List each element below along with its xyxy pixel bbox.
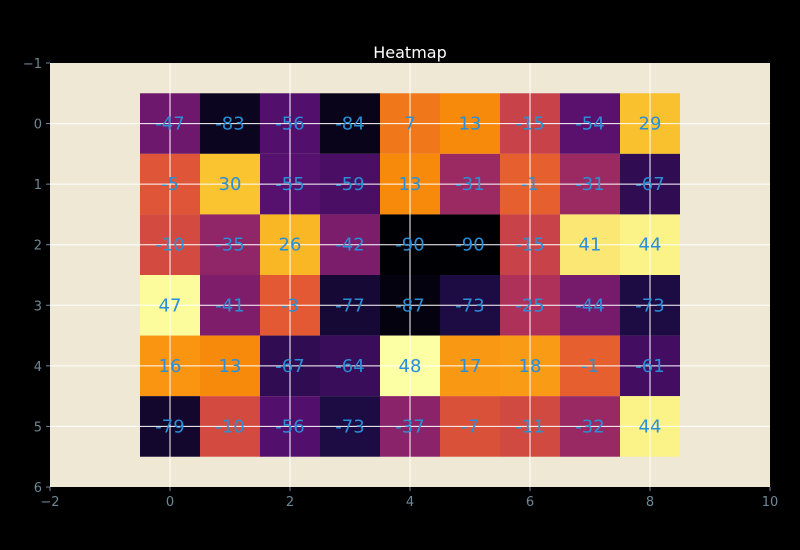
cell-value-label: 29 — [639, 114, 662, 135]
cell-value-label: -35 — [215, 235, 244, 256]
cell-value-label: -42 — [335, 235, 364, 256]
cell-value-label: 17 — [459, 356, 482, 377]
cell-value-label: -15 — [515, 114, 544, 135]
cell-value-label: -56 — [275, 114, 304, 135]
x-tick-label: 2 — [286, 495, 294, 510]
cell-value-label: -3 — [281, 295, 299, 316]
cell-value-label: -44 — [575, 295, 604, 316]
cell-value-label: -31 — [575, 174, 604, 195]
y-axis-ticks: −1 0 1 2 3 4 5 6 — [23, 57, 50, 496]
cell-value-label: -54 — [575, 114, 604, 135]
x-tick-label: −2 — [40, 495, 59, 510]
x-axis-ticks: −2 0 2 4 6 8 10 — [40, 487, 778, 510]
cell-value-label: -10 — [215, 416, 244, 437]
cell-value-label: -32 — [575, 416, 604, 437]
cell-value-label: -87 — [395, 295, 424, 316]
cell-value-labels: -47 -83 -56 -84 7 13 -15 -54 29 -5 30 -55 -59 13 -31 -1… — [155, 114, 664, 438]
cell-value-label: -10 — [155, 235, 184, 256]
cell-value-label: 13 — [459, 114, 482, 135]
cell-value-label: 13 — [399, 174, 422, 195]
cell-value-label: -31 — [455, 174, 484, 195]
y-tick-label: 6 — [34, 481, 42, 496]
cell-value-label: 13 — [219, 356, 242, 377]
cell-value-label: -67 — [635, 174, 664, 195]
cell-value-label: -41 — [215, 295, 244, 316]
grid-lines — [50, 63, 770, 487]
cell-value-label: -1 — [581, 356, 599, 377]
y-tick-label: 4 — [34, 360, 42, 375]
cell-value-label: -67 — [275, 356, 304, 377]
cell-value-label: -73 — [635, 295, 664, 316]
cell-value-label: -90 — [395, 235, 424, 256]
cell-value-label: 16 — [159, 356, 182, 377]
cell-value-label: -15 — [515, 235, 544, 256]
y-tick-label: 2 — [34, 239, 42, 254]
x-tick-label: 0 — [166, 495, 174, 510]
cell-value-label: -61 — [635, 356, 664, 377]
cell-value-label: -25 — [515, 295, 544, 316]
cell-value-label: 30 — [219, 174, 242, 195]
x-tick-label: 6 — [526, 495, 534, 510]
cell-value-label: 7 — [404, 114, 415, 135]
cell-value-label: 44 — [639, 235, 662, 256]
cell-value-label: -84 — [335, 114, 364, 135]
y-tick-label: 3 — [34, 299, 42, 314]
cell-value-label: -83 — [215, 114, 244, 135]
x-tick-label: 10 — [762, 495, 779, 510]
cell-value-label: -1 — [521, 174, 539, 195]
cell-value-label: -77 — [335, 295, 364, 316]
chart-title: Heatmap — [373, 43, 447, 62]
cell-value-label: 18 — [519, 356, 542, 377]
cell-value-label: 44 — [639, 416, 662, 437]
cell-value-label: -64 — [335, 356, 364, 377]
y-tick-label: 0 — [34, 118, 42, 133]
cell-value-label: -5 — [161, 174, 179, 195]
y-tick-label: 5 — [34, 420, 42, 435]
x-tick-label: 8 — [646, 495, 654, 510]
x-tick-label: 4 — [406, 495, 414, 510]
y-tick-label: −1 — [23, 57, 42, 72]
y-tick-label: 1 — [34, 178, 42, 193]
cell-value-label: -37 — [395, 416, 424, 437]
cell-value-label: -56 — [275, 416, 304, 437]
cell-value-label: -7 — [461, 416, 479, 437]
cell-value-label: 47 — [159, 295, 182, 316]
cell-value-label: -73 — [455, 295, 484, 316]
cell-value-label: -90 — [455, 235, 484, 256]
cell-value-label: -59 — [335, 174, 364, 195]
cell-value-label: -55 — [275, 174, 304, 195]
cell-value-label: -79 — [155, 416, 184, 437]
cell-value-label: -73 — [335, 416, 364, 437]
cell-value-label: -47 — [155, 114, 184, 135]
cell-value-label: 48 — [399, 356, 422, 377]
cell-value-label: 41 — [579, 235, 602, 256]
cell-value-label: -11 — [515, 416, 544, 437]
cell-value-label: 26 — [279, 235, 302, 256]
